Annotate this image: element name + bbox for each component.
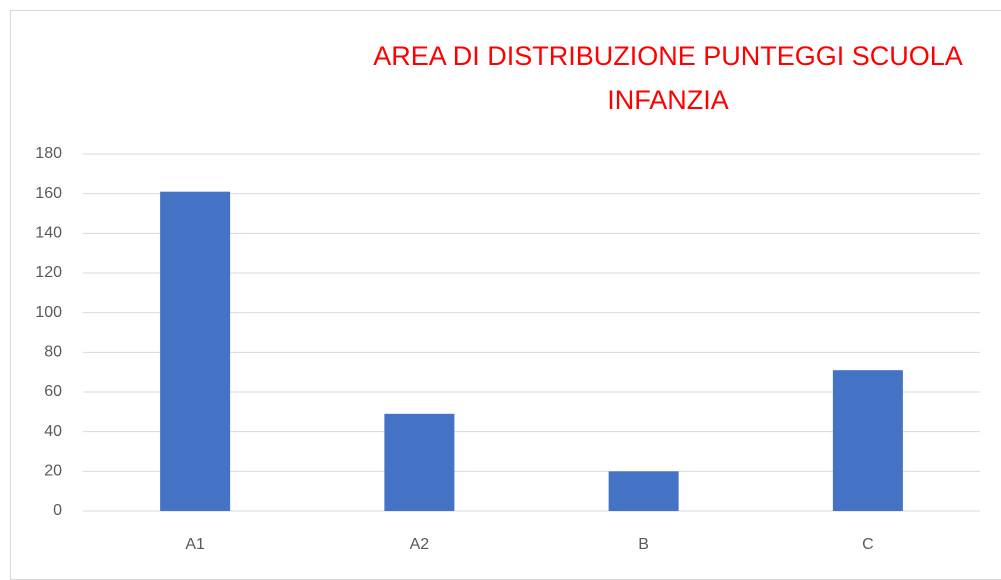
y-tick-label: 60 [44,383,62,400]
y-tick-label: 140 [35,225,62,242]
bar [384,413,455,511]
bar [160,191,231,511]
x-tick-label: A2 [410,536,430,553]
chart-title: AREA DI DISTRIBUZIONE PUNTEGGI SCUOLA IN… [373,41,963,115]
x-tick-label: A1 [185,536,205,553]
y-tick-label: 80 [44,344,62,361]
y-tick-label: 120 [35,264,62,281]
y-tick-label: 40 [44,423,62,440]
bar [832,370,903,511]
y-tick-label: 160 [35,185,62,202]
y-tick-label: 180 [35,145,62,162]
x-tick-label: C [862,536,874,553]
y-tick-label: 0 [53,502,62,519]
x-tick-label: B [638,536,649,553]
y-tick-label: 20 [44,463,62,480]
y-tick-label: 100 [35,304,62,321]
bar [608,471,679,511]
